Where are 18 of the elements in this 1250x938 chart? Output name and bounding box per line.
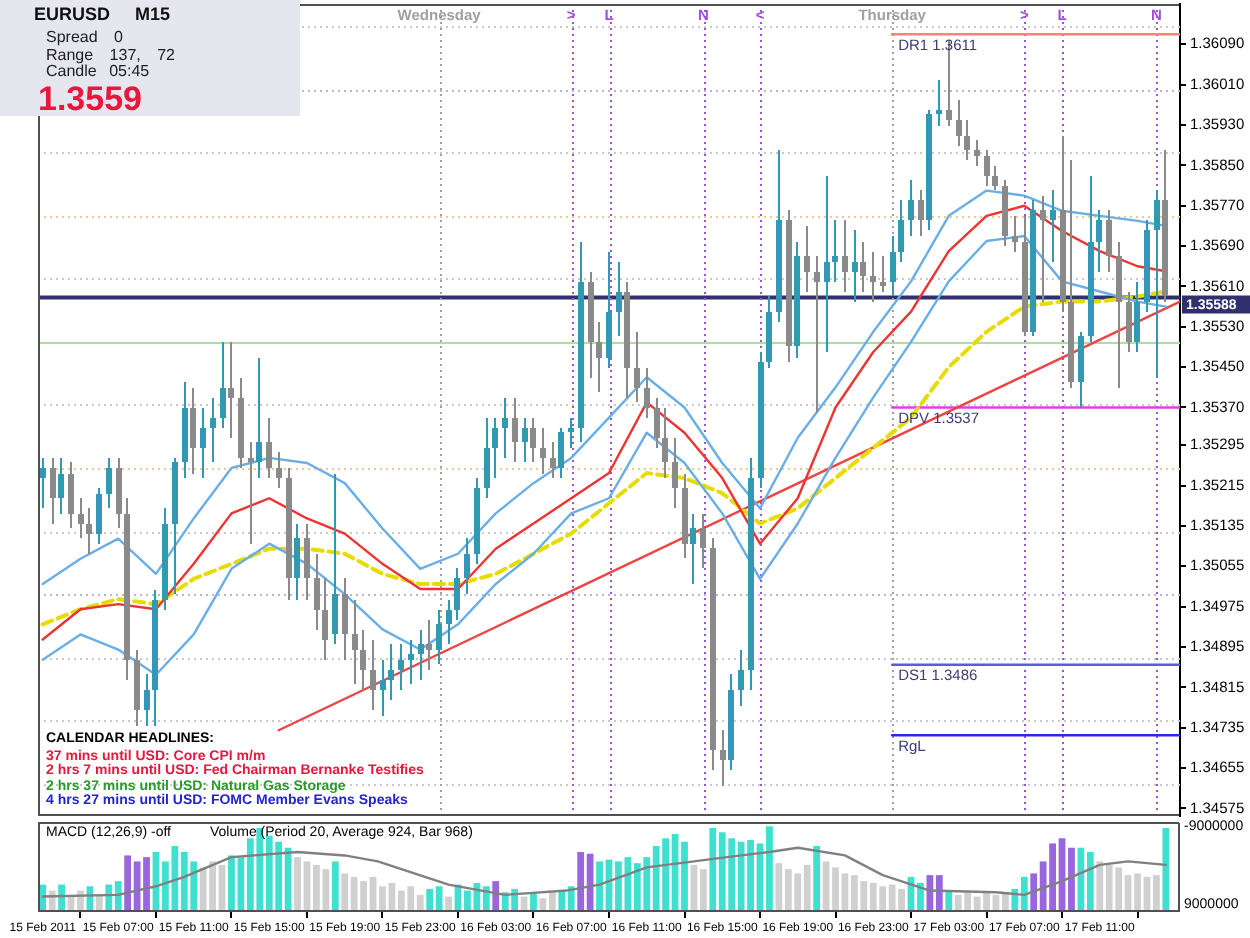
candlestick bbox=[832, 220, 838, 282]
bar bbox=[1162, 828, 1170, 912]
candlestick bbox=[936, 80, 942, 126]
bar bbox=[331, 861, 339, 912]
bar bbox=[1086, 852, 1094, 912]
candlestick bbox=[1040, 196, 1046, 302]
annotation: Range 137, 72 bbox=[46, 46, 175, 64]
candlestick bbox=[228, 342, 234, 438]
candlestick bbox=[814, 256, 820, 412]
line-series bbox=[40, 289, 1168, 627]
annotation: Candle 05:45 bbox=[46, 62, 150, 80]
annotation: 1.3559 bbox=[38, 80, 142, 118]
annotation: EURUSD M15 bbox=[34, 4, 171, 24]
bar bbox=[699, 869, 707, 912]
bar bbox=[813, 846, 821, 912]
annotation: Spread 0 bbox=[46, 28, 123, 46]
candlestick bbox=[248, 442, 254, 544]
bar bbox=[124, 855, 132, 912]
